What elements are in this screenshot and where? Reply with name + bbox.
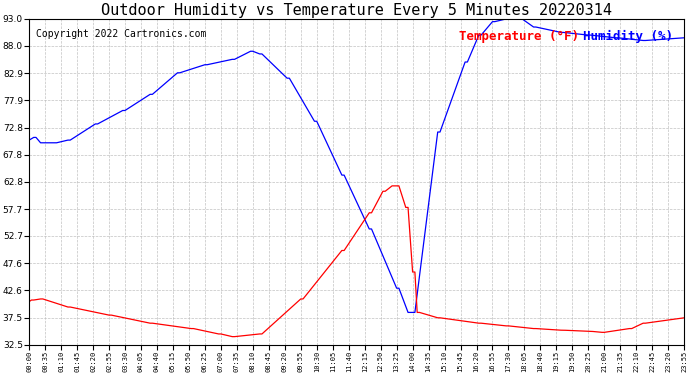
Temperature (°F) (228, 334, 237, 339)
Humidity (%) (502, 17, 511, 21)
Temperature (°F) (607, 329, 615, 333)
Temperature (°F) (25, 299, 33, 304)
Temperature (°F) (680, 315, 689, 320)
Title: Outdoor Humidity vs Temperature Every 5 Minutes 20220314: Outdoor Humidity vs Temperature Every 5 … (101, 3, 612, 18)
Humidity (%) (580, 32, 588, 37)
Temperature (°F) (628, 326, 636, 331)
Text: Copyright 2022 Cartronics.com: Copyright 2022 Cartronics.com (36, 29, 206, 39)
Humidity (%) (607, 35, 615, 39)
Humidity (%) (25, 138, 33, 142)
Humidity (%) (404, 310, 412, 315)
Humidity (%) (356, 207, 364, 212)
Temperature (°F) (591, 330, 600, 334)
Humidity (%) (82, 128, 90, 132)
Line: Humidity (%): Humidity (%) (29, 19, 684, 312)
Temperature (°F) (358, 221, 366, 225)
Humidity (%) (680, 36, 689, 40)
Legend: Temperature (°F), Humidity (%): Temperature (°F), Humidity (%) (454, 25, 678, 48)
Line: Temperature (°F): Temperature (°F) (29, 186, 684, 337)
Humidity (%) (628, 37, 636, 42)
Temperature (°F) (82, 308, 90, 313)
Temperature (°F) (388, 184, 396, 188)
Humidity (%) (591, 33, 600, 38)
Temperature (°F) (580, 329, 588, 333)
